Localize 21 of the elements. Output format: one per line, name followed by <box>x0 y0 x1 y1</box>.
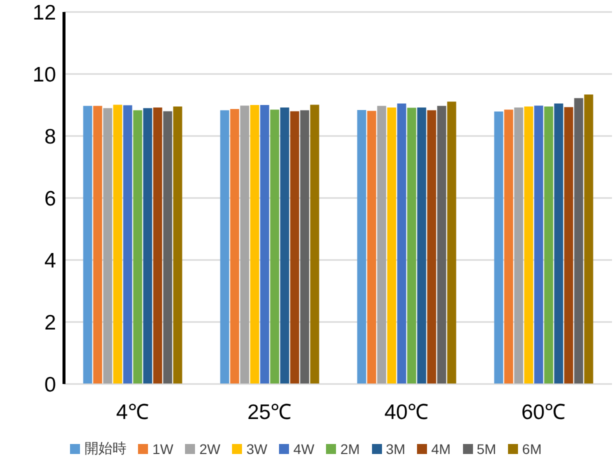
y-tick-label: 0 <box>44 373 56 396</box>
legend-label: 6M <box>522 441 542 457</box>
x-tick-label: 60℃ <box>521 400 566 424</box>
x-tick-label: 25℃ <box>247 400 292 424</box>
y-tick-label: 2 <box>44 311 56 334</box>
legend-label: 1W <box>152 441 174 457</box>
legend-label: 開始時 <box>84 440 126 458</box>
legend-label: 3M <box>386 441 406 457</box>
y-tick-label: 8 <box>44 125 56 148</box>
legend-label: 5M <box>476 441 496 457</box>
y-tick-label: 6 <box>44 187 56 210</box>
y-tick-label: 4 <box>44 249 56 272</box>
legend-label: 3W <box>246 441 268 457</box>
x-tick-label: 4℃ <box>116 400 149 424</box>
legend-label: 4M <box>431 441 451 457</box>
y-tick-label: 10 <box>32 63 56 86</box>
legend-label: 4W <box>293 441 314 457</box>
legend-label: 2W <box>199 441 220 457</box>
y-tick-label: 12 <box>32 1 56 24</box>
legend-label: 2M <box>340 441 360 457</box>
x-tick-label: 40℃ <box>384 400 429 424</box>
